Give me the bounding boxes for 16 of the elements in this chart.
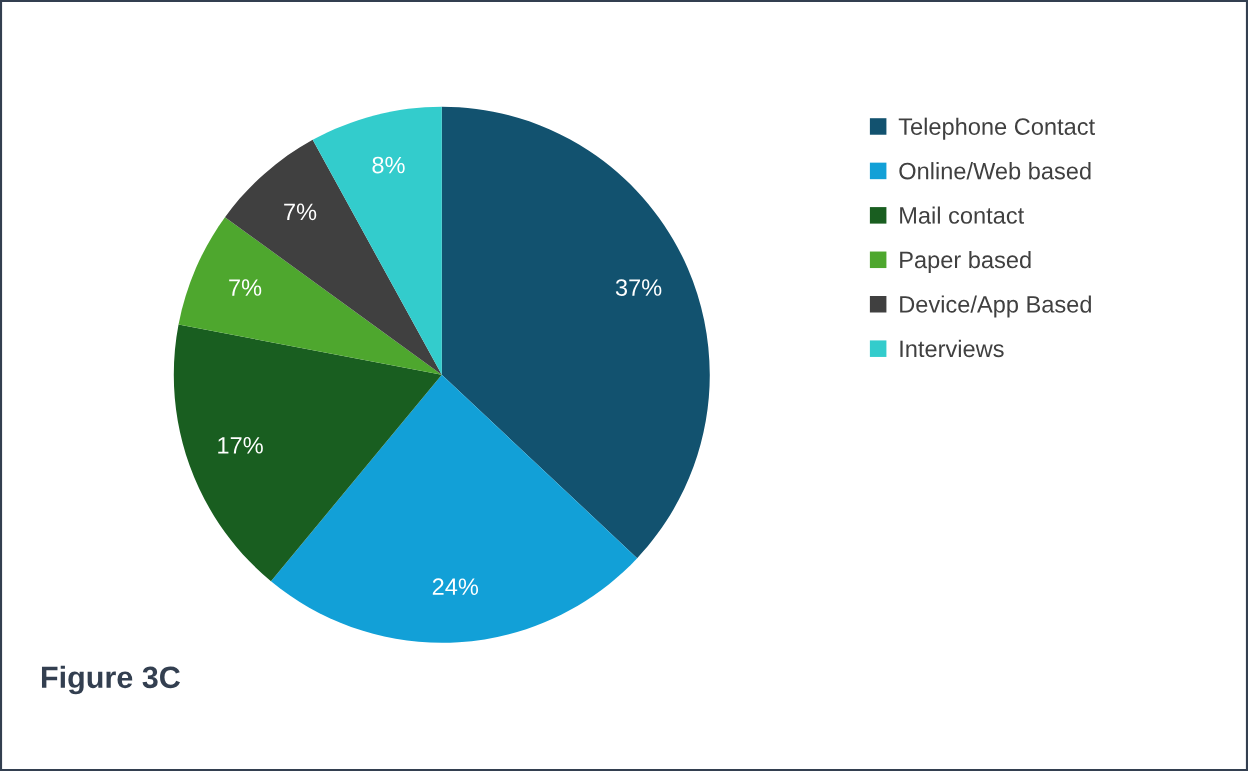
legend-label: Paper based — [900, 250, 1031, 273]
legend-label: Device/App Based — [900, 295, 1091, 318]
legend-label: Online/Web based — [899, 162, 1091, 180]
caption: Figure 3C — [41, 665, 181, 695]
pie-slice — [441, 106, 710, 559]
data-label: 24% — [432, 578, 479, 595]
legend-label: Mail contact — [900, 206, 1025, 224]
data-label: 7% — [229, 279, 262, 296]
pie-slice — [224, 139, 442, 375]
data-label: 17% — [218, 437, 263, 454]
legend-label: Telephone Contact — [898, 117, 1095, 140]
pie-slice — [270, 374, 638, 643]
data-label: 37% — [615, 279, 662, 296]
legend-label: Interviews — [900, 339, 1004, 358]
data-label: 7% — [284, 203, 317, 221]
data-label: 8% — [372, 156, 405, 174]
